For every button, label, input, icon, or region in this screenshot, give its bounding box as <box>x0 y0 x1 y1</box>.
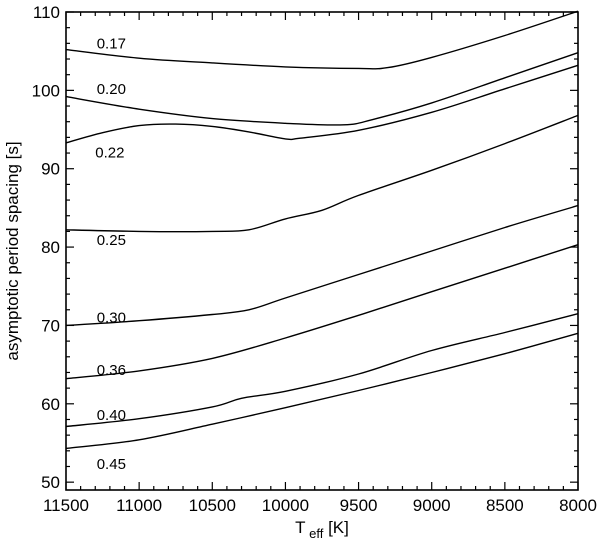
curve-0-25 <box>65 114 579 233</box>
curve-label: 0.36 <box>97 362 126 379</box>
x-tick-label: 11000 <box>116 496 162 515</box>
y-tick-label: 60 <box>41 395 60 414</box>
curve-label: 0.17 <box>97 35 126 52</box>
x-tick-label: 9500 <box>340 496 378 515</box>
curve-label: 0.25 <box>97 232 126 249</box>
y-axis: 50 60 70 80 90 100 110 <box>32 3 578 492</box>
x-tick-label: 10500 <box>189 496 236 515</box>
y-tick-label: 110 <box>33 3 60 22</box>
x-axis-title: T eff [K] <box>295 518 349 541</box>
x-tick-label: 11500 <box>43 496 89 515</box>
curve-0-45 <box>65 332 579 450</box>
x-title-unit: [K] <box>323 518 349 537</box>
curve-label: 0.22 <box>95 144 124 161</box>
curves <box>65 10 579 450</box>
curve-0-30 <box>65 204 579 327</box>
curve-0-22 <box>65 64 579 144</box>
x-axis: 11500 11000 10500 10000 9500 9000 8500 8000 <box>43 12 597 515</box>
plot-area <box>65 11 579 491</box>
plot-frame <box>65 11 579 491</box>
curve-label: 0.30 <box>97 310 126 327</box>
y-axis-title: asymptotic period spacing [s] <box>3 141 22 360</box>
curve-labels: 0.17 0.20 0.22 0.25 0.30 0.36 0.40 0.45 <box>95 35 126 473</box>
x-title-main: T <box>295 518 305 537</box>
y-tick-label: 100 <box>32 81 60 100</box>
curve-label: 0.45 <box>97 456 126 473</box>
y-tick-label: 80 <box>41 238 60 257</box>
curve-0-40 <box>65 313 579 428</box>
x-tick-label: 9000 <box>413 496 451 515</box>
curve-0-36 <box>65 244 579 380</box>
y-tick-label: 70 <box>41 316 60 335</box>
curve-label: 0.20 <box>97 81 126 98</box>
curve-label: 0.40 <box>97 407 126 424</box>
x-tick-label: 8000 <box>559 496 597 515</box>
x-tick-label: 10000 <box>262 496 309 515</box>
x-tick-label: 8500 <box>486 496 524 515</box>
y-tick-label: 90 <box>41 160 60 179</box>
y-tick-label: 50 <box>41 473 60 492</box>
curve-0-17 <box>65 10 579 70</box>
curve-0-20 <box>65 52 579 126</box>
x-title-sub: eff <box>306 526 324 541</box>
